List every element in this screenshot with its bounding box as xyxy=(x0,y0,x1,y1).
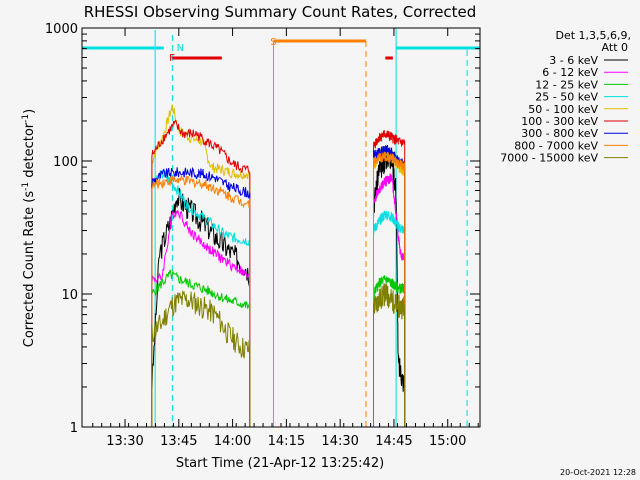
series-line-1-segment-1 xyxy=(151,210,251,427)
series-line-3-segment-2 xyxy=(373,210,406,427)
series-line-7-segment-2 xyxy=(373,151,406,427)
y-axis: 1 10 100 1000 xyxy=(45,22,480,436)
legend-label-7: 800 - 7000 keV xyxy=(514,139,598,152)
series-line-5-segment-2 xyxy=(373,129,406,427)
legend-header-line1: Det 1,3,5,6,9, xyxy=(555,29,631,42)
x-tick-label: 13:45 xyxy=(160,434,197,449)
y-tick-label: 100 xyxy=(53,155,78,170)
y-axis-label-sup2: -1 xyxy=(21,114,31,123)
y-tick-label: 1000 xyxy=(45,22,78,37)
y-axis-label-end: ) xyxy=(22,109,37,114)
x-tick-label: 14:30 xyxy=(321,434,358,449)
timestamp: 20-Oct-2021 12:28 xyxy=(560,468,636,477)
legend-label-0: 3 - 6 keV xyxy=(549,54,598,67)
flag-label-N: N xyxy=(177,43,184,54)
legend-label-6: 300 - 800 keV xyxy=(521,127,598,140)
series-line-8-segment-2 xyxy=(373,283,406,427)
y-axis-label: Corrected Count Rate (s-1 detector-1) xyxy=(21,109,37,347)
series-line-5-segment-1 xyxy=(151,119,251,427)
x-tick-label: 14:00 xyxy=(214,434,251,449)
series-line-2-segment-2 xyxy=(373,275,406,427)
series-line-4-segment-1 xyxy=(151,104,251,427)
x-tick-label: 13:30 xyxy=(106,434,143,449)
x-tick-label: 14:45 xyxy=(375,434,412,449)
legend-label-4: 50 - 100 keV xyxy=(528,103,598,116)
flag-label-S: S xyxy=(270,37,276,48)
annotation-layer: NF S xyxy=(82,28,480,427)
x-tick-label: 15:00 xyxy=(429,434,466,449)
y-tick-label: 1 xyxy=(70,421,78,436)
legend-header-line2: Att 0 xyxy=(602,41,628,54)
series-line-0-segment-1 xyxy=(151,187,251,427)
y-axis-label-mid: detector xyxy=(22,122,37,182)
series-line-2-segment-1 xyxy=(151,269,251,427)
series-line-7-segment-1 xyxy=(151,175,251,427)
chart-title: RHESSI Observing Summary Count Rates, Co… xyxy=(84,3,477,21)
series-line-8-segment-1 xyxy=(151,290,251,427)
series-layer xyxy=(151,104,406,427)
legend-label-2: 12 - 25 keV xyxy=(535,78,598,91)
flag-label-F: F xyxy=(169,53,175,64)
x-axis-label: Start Time (21-Apr-12 13:25:42) xyxy=(176,456,384,471)
series-line-1-segment-2 xyxy=(373,173,406,427)
legend-label-8: 7000 - 15000 keV xyxy=(500,152,598,165)
y-axis-label-sup1: -1 xyxy=(21,182,31,191)
x-tick-label: 14:15 xyxy=(268,434,305,449)
legend-label-5: 100 - 300 keV xyxy=(521,115,598,128)
y-tick-label: 10 xyxy=(61,288,78,303)
series-line-6-segment-1 xyxy=(151,166,251,427)
x-axis: 13:30 13:45 14:00 14:15 14:30 14:45 15:00 xyxy=(92,28,479,449)
y-axis-label-main: Corrected Count Rate (s xyxy=(22,191,37,348)
legend-label-1: 6 - 12 keV xyxy=(542,66,598,79)
legend-label-3: 25 - 50 keV xyxy=(535,91,598,104)
